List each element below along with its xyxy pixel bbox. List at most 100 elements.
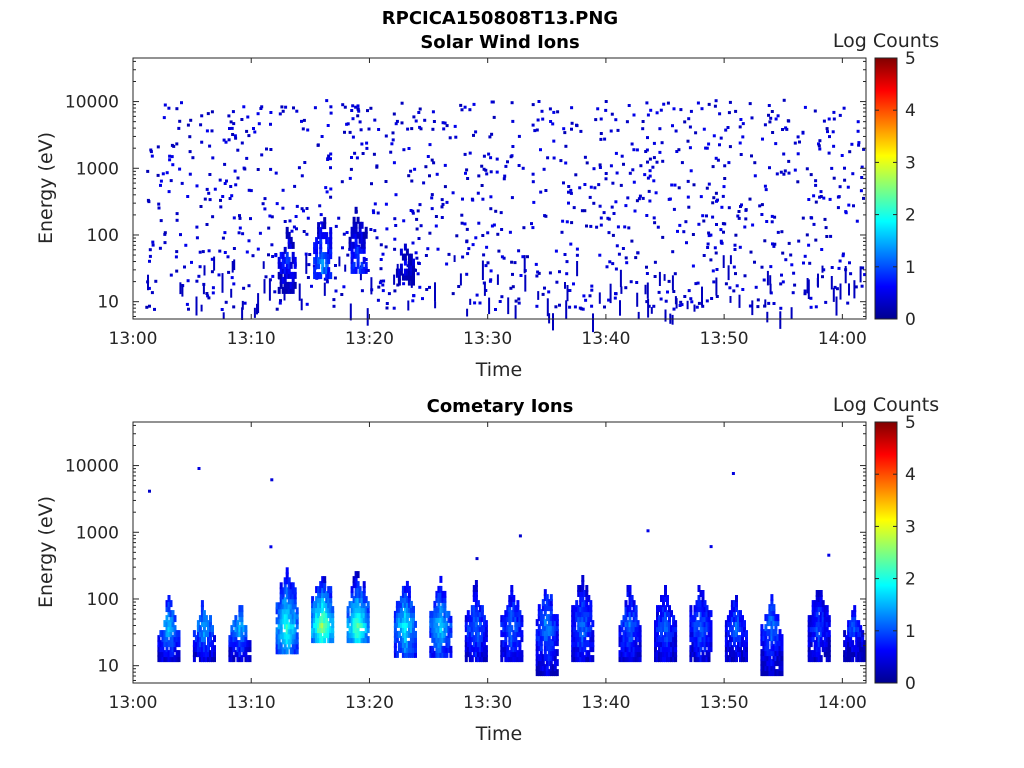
burst-cell bbox=[443, 650, 447, 658]
count-pixel bbox=[150, 154, 154, 158]
burst-cell bbox=[283, 597, 287, 605]
burst-cell bbox=[549, 659, 553, 667]
burst-cell bbox=[356, 601, 360, 609]
burst-cell bbox=[628, 585, 632, 592]
count-pixel bbox=[719, 228, 723, 232]
burst-cell bbox=[699, 655, 703, 663]
burst-cell bbox=[845, 635, 849, 643]
burst-cell bbox=[697, 595, 701, 602]
burst-cell bbox=[346, 606, 350, 614]
burst-cell bbox=[395, 605, 399, 613]
burst-cell bbox=[291, 251, 295, 259]
burst-cell bbox=[770, 664, 774, 672]
count-pixel bbox=[675, 298, 678, 309]
burst-cell bbox=[198, 635, 202, 643]
count-pixel bbox=[805, 167, 809, 171]
burst-cell bbox=[323, 621, 327, 629]
count-pixel bbox=[355, 156, 359, 160]
count-pixel bbox=[539, 148, 542, 152]
count-pixel bbox=[851, 172, 855, 176]
burst-cell bbox=[585, 615, 589, 623]
count-pixel bbox=[711, 165, 715, 169]
burst-cell bbox=[774, 649, 778, 657]
burst-cell bbox=[364, 636, 368, 644]
count-pixel bbox=[796, 180, 800, 184]
burst-cell bbox=[476, 630, 480, 638]
burst-cell bbox=[579, 595, 583, 602]
burst-cell bbox=[577, 655, 581, 663]
count-pixel bbox=[658, 127, 662, 131]
burst-cell bbox=[171, 645, 175, 653]
burst-cell bbox=[277, 627, 281, 635]
count-pixel bbox=[200, 114, 204, 118]
count-pixel bbox=[241, 307, 244, 320]
burst-cell bbox=[624, 600, 628, 608]
count-pixel bbox=[165, 171, 169, 175]
count-pixel bbox=[753, 161, 757, 165]
count-pixel bbox=[198, 265, 202, 269]
burst-cell bbox=[470, 635, 474, 643]
burst-cell bbox=[630, 625, 634, 633]
count-pixel bbox=[416, 209, 420, 213]
count-pixel bbox=[540, 109, 544, 113]
burst-cell bbox=[429, 630, 433, 638]
burst-cell bbox=[581, 635, 585, 643]
burst-cell bbox=[323, 626, 327, 634]
burst-cell bbox=[352, 601, 356, 609]
count-pixel bbox=[718, 112, 722, 116]
burst-cell bbox=[630, 620, 634, 628]
burst-cell bbox=[472, 640, 476, 648]
burst-cell bbox=[539, 669, 543, 677]
count-pixel bbox=[606, 216, 610, 220]
burst-cell bbox=[573, 650, 577, 658]
burst-cell bbox=[535, 634, 539, 642]
count-pixel bbox=[238, 216, 242, 220]
count-pixel bbox=[489, 207, 493, 211]
y-tick-label: 10000 bbox=[65, 93, 119, 113]
burst-cell bbox=[346, 631, 350, 639]
burst-cell bbox=[859, 630, 863, 638]
burst-cell bbox=[447, 615, 451, 623]
burst-cell bbox=[287, 256, 291, 264]
burst-cell bbox=[762, 659, 766, 667]
burst-cell bbox=[171, 615, 175, 623]
count-pixel bbox=[207, 296, 211, 300]
burst-cell bbox=[674, 635, 678, 643]
burst-cell bbox=[484, 625, 488, 633]
burst-cell bbox=[543, 644, 547, 652]
burst-cell bbox=[585, 625, 589, 633]
count-pixel bbox=[275, 202, 279, 206]
burst-cell bbox=[283, 256, 287, 264]
count-pixel bbox=[772, 244, 776, 248]
count-pixel bbox=[832, 176, 836, 180]
count-pixel bbox=[478, 301, 482, 305]
burst-cell bbox=[315, 237, 319, 245]
colorbar-tick-label: 0 bbox=[905, 674, 916, 694]
burst-cell bbox=[319, 237, 323, 245]
count-pixel bbox=[814, 179, 818, 183]
burst-cell bbox=[697, 645, 701, 653]
burst-cell bbox=[412, 268, 415, 276]
burst-cell bbox=[211, 640, 214, 648]
count-pixel bbox=[654, 191, 658, 195]
count-pixel bbox=[195, 279, 199, 283]
count-pixel bbox=[245, 250, 249, 254]
burst-cell bbox=[354, 616, 358, 624]
burst-cell bbox=[512, 635, 516, 643]
count-pixel bbox=[264, 275, 268, 279]
burst-cell bbox=[157, 640, 161, 648]
count-pixel bbox=[570, 121, 574, 125]
count-pixel bbox=[231, 133, 235, 136]
burst-cell bbox=[293, 271, 297, 279]
burst-cell bbox=[399, 615, 403, 623]
count-pixel bbox=[598, 253, 602, 257]
count-pixel bbox=[475, 293, 479, 297]
count-pixel bbox=[430, 158, 434, 162]
count-pixel bbox=[630, 142, 634, 146]
count-pixel bbox=[418, 285, 422, 289]
count-pixel bbox=[270, 478, 274, 482]
burst-cell bbox=[701, 625, 705, 633]
burst-cell bbox=[699, 630, 703, 638]
count-pixel bbox=[644, 150, 648, 153]
